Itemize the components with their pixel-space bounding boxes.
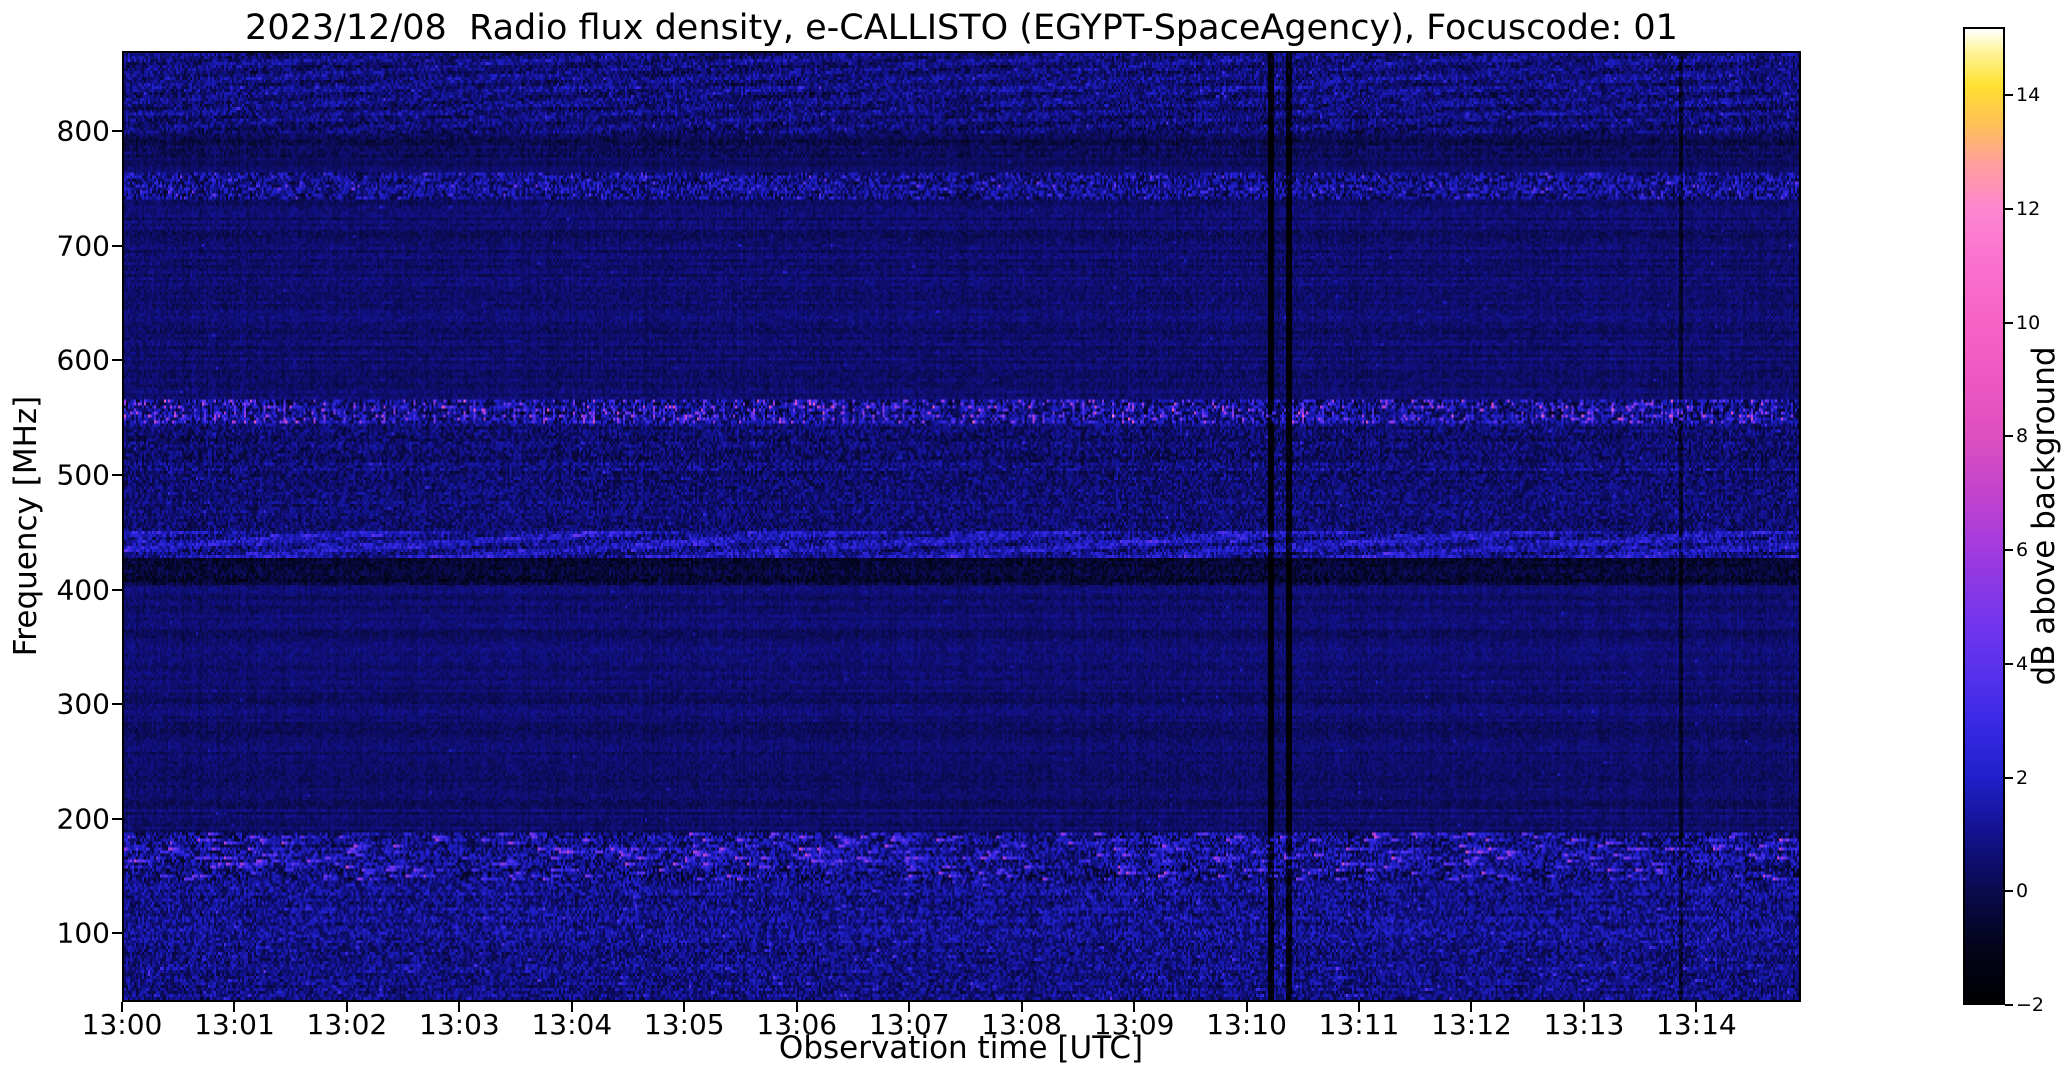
colorbar-gradient	[1965, 29, 2003, 1003]
colorbar-tick-mark	[2005, 1004, 2013, 1006]
colorbar-tick-mark	[2005, 776, 2013, 779]
colorbar-tick-label: 12	[2016, 197, 2041, 220]
spectrogram-canvas	[124, 53, 1799, 1000]
x-tick-mark	[1245, 1002, 1248, 1012]
y-tick-mark	[112, 703, 122, 706]
colorbar-tick-label: 2	[2016, 766, 2029, 789]
spectrogram-plot	[122, 51, 1801, 1002]
y-tick-mark	[112, 817, 122, 820]
x-tick-label: 13:14	[1656, 1008, 1737, 1041]
y-tick-label: 700	[56, 229, 110, 263]
y-tick-label: 200	[56, 802, 110, 836]
x-tick-label: 13:10	[1206, 1008, 1287, 1041]
x-tick-mark	[233, 1002, 236, 1012]
x-tick-mark	[458, 1002, 461, 1012]
x-tick-mark	[908, 1002, 911, 1012]
y-tick-label: 300	[56, 687, 110, 721]
colorbar-tick-mark	[2005, 321, 2013, 324]
colorbar-label: dB above background	[2026, 346, 2062, 686]
colorbar-tick-label: −2	[2016, 994, 2045, 1016]
y-tick-label: 600	[56, 343, 110, 377]
x-tick-mark	[570, 1002, 573, 1012]
y-tick-mark	[112, 588, 122, 591]
colorbar-tick-mark	[2005, 890, 2013, 893]
x-tick-label: 13:05	[643, 1008, 725, 1041]
x-tick-mark	[1020, 1002, 1023, 1012]
colorbar-tick-mark	[2005, 549, 2013, 552]
colorbar-tick-label: 4	[2016, 652, 2029, 675]
x-tick-label: 13:04	[531, 1008, 613, 1041]
colorbar-tick-mark	[2005, 94, 2013, 97]
x-tick-label: 13:01	[194, 1008, 275, 1041]
colorbar	[1963, 27, 2005, 1005]
x-tick-label: 13:06	[756, 1008, 838, 1041]
colorbar-tick-label: 6	[2016, 539, 2029, 562]
x-tick-label: 13:09	[1093, 1008, 1175, 1041]
y-tick-mark	[112, 244, 122, 247]
y-tick-label: 400	[56, 573, 110, 607]
x-tick-label: 13:07	[868, 1008, 950, 1041]
chart-title: 2023/12/08 Radio flux density, e-CALLIST…	[245, 8, 1678, 48]
x-tick-mark	[795, 1002, 798, 1012]
y-axis-label: Frequency [MHz]	[8, 395, 44, 657]
x-tick-mark	[1695, 1002, 1698, 1012]
x-tick-label: 13:13	[1543, 1008, 1625, 1041]
x-tick-mark	[1582, 1002, 1585, 1012]
x-tick-label: 13:11	[1318, 1008, 1400, 1041]
x-tick-mark	[1470, 1002, 1473, 1012]
x-tick-mark	[121, 1002, 123, 1012]
colorbar-tick-mark	[2005, 207, 2013, 210]
y-tick-label: 100	[56, 916, 110, 950]
y-tick-mark	[112, 359, 122, 362]
y-tick-mark	[112, 130, 122, 133]
y-tick-mark	[112, 473, 122, 476]
x-axis-label: Observation time [UTC]	[778, 1030, 1144, 1066]
x-tick-label: 13:03	[419, 1008, 500, 1041]
colorbar-tick-label: 14	[2016, 84, 2041, 107]
colorbar-tick-mark	[2005, 662, 2013, 665]
y-tick-mark	[112, 932, 122, 935]
y-tick-label: 500	[56, 458, 110, 492]
x-tick-mark	[1133, 1002, 1136, 1012]
colorbar-tick-label: 0	[2016, 880, 2029, 903]
y-tick-label: 800	[56, 114, 110, 148]
x-tick-label: 13:12	[1431, 1008, 1512, 1041]
x-tick-label: 13:02	[306, 1008, 388, 1041]
colorbar-tick-mark	[2005, 435, 2013, 438]
x-tick-mark	[345, 1002, 348, 1012]
x-tick-label: 13:00	[81, 1008, 163, 1041]
x-tick-mark	[1358, 1002, 1361, 1012]
x-tick-label: 13:08	[981, 1008, 1063, 1041]
colorbar-tick-label: 8	[2016, 425, 2029, 448]
colorbar-tick-label: 10	[2016, 311, 2041, 334]
x-tick-mark	[683, 1002, 686, 1012]
